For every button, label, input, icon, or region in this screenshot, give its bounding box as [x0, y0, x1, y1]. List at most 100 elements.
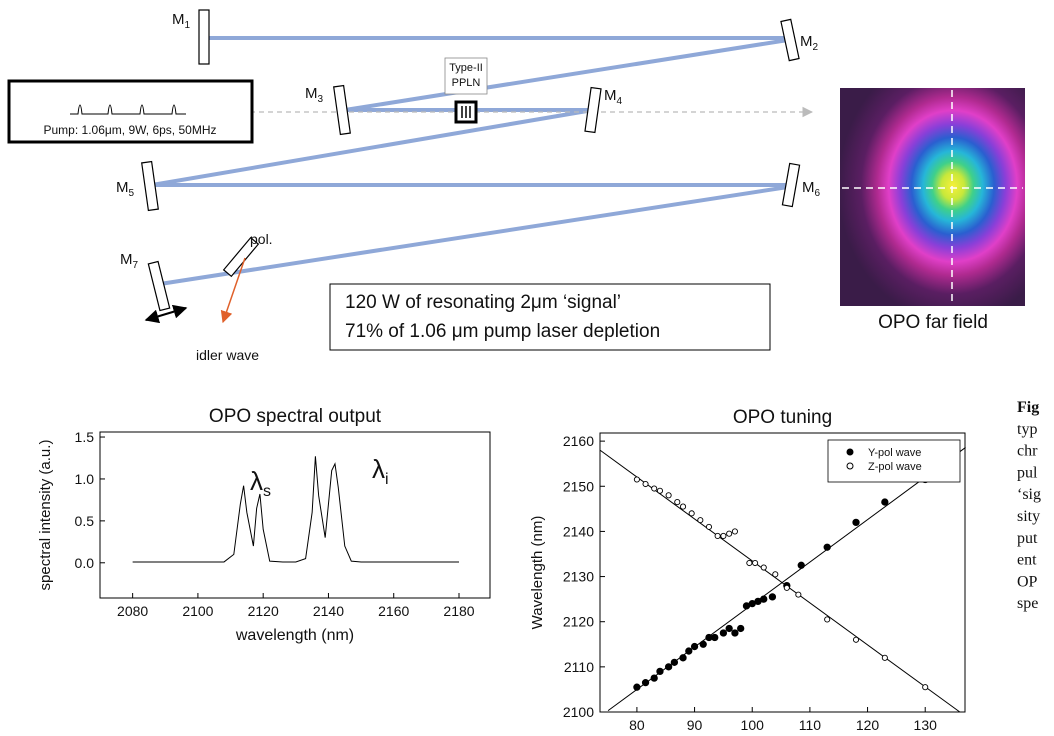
data-point [666, 493, 671, 498]
y-axis-label: Wavelength (nm) [529, 516, 546, 630]
data-point [737, 625, 743, 631]
mirror-letter: M [305, 85, 318, 102]
data-point [651, 675, 657, 681]
data-point [824, 544, 830, 550]
pump-label: Pump: 1.06μm, 9W, 6ps, 50MHz [44, 123, 217, 137]
data-point [773, 572, 778, 577]
y-tick-label: 0.5 [75, 513, 95, 529]
data-point [798, 562, 804, 568]
y-tick-label: 1.0 [75, 471, 95, 487]
x-tick-label: 80 [629, 717, 645, 733]
mirror-label: M7 [120, 251, 139, 271]
x-tick-label: 120 [856, 717, 880, 733]
caption-text: sity [1017, 508, 1040, 525]
data-point [634, 684, 640, 690]
data-point [712, 634, 718, 640]
x-tick-label: 2180 [443, 603, 474, 619]
x-tick-label: 100 [741, 717, 765, 733]
mirror-letter: M [120, 251, 133, 268]
data-point [721, 533, 726, 538]
mirror-index: 4 [617, 96, 623, 107]
mirror-letter: M [116, 179, 129, 196]
data-point [882, 499, 888, 505]
caption-text: Fig [1017, 399, 1039, 416]
y-tick-label: 2140 [563, 523, 594, 539]
data-point [657, 668, 663, 674]
mirror-index: 2 [813, 42, 819, 53]
data-point [691, 643, 697, 649]
x-tick-label: 2140 [313, 603, 344, 619]
data-point [680, 655, 686, 661]
x-tick-label: 90 [687, 717, 703, 733]
annotation: λi [372, 454, 389, 488]
x-tick-label: 110 [799, 717, 822, 733]
data-point [784, 585, 789, 590]
x-axis-label: wavelength (nm) [235, 627, 354, 644]
mirror-index: 7 [133, 260, 139, 271]
data-point [706, 524, 711, 529]
data-point [689, 511, 694, 516]
data-point [700, 641, 706, 647]
data-point [853, 637, 858, 642]
data-point [652, 486, 657, 491]
data-point [634, 477, 639, 482]
caption-text: spe [1017, 595, 1038, 612]
mirror-label: M4 [604, 87, 623, 107]
data-point [720, 630, 726, 636]
caption-text: typ [1017, 421, 1037, 438]
data-point [698, 518, 703, 523]
data-point [825, 617, 830, 622]
result-line: 120 W of resonating 2μm ‘signal’ [345, 292, 621, 313]
data-point [686, 648, 692, 654]
mirror-letter: M [800, 33, 813, 50]
mirror-index: 1 [185, 20, 191, 31]
mirror-label: M6 [802, 179, 821, 199]
translation-arrow [146, 308, 186, 320]
mirror-label: M5 [116, 179, 135, 199]
data-point [726, 625, 732, 631]
legend-marker [847, 449, 853, 455]
y-tick-label: 0.0 [75, 555, 95, 571]
y-tick-label: 2100 [563, 704, 594, 720]
legend-marker [847, 463, 853, 469]
data-point [853, 519, 859, 525]
caption-text: pul [1017, 464, 1038, 481]
mirror-label: M1 [172, 11, 191, 31]
data-point [643, 481, 648, 486]
caption-text: ‘sig [1017, 486, 1041, 503]
y-axis-label: spectral intensity (a.u.) [37, 440, 54, 591]
crystal-label: PPLN [452, 77, 481, 89]
result-line: 71% of 1.06 μm pump laser depletion [345, 321, 660, 342]
far-field-label: OPO far field [878, 312, 988, 333]
y-tick-label: 2130 [563, 569, 594, 585]
mirror-index: 3 [318, 94, 324, 105]
data-point [747, 560, 752, 565]
data-point [642, 679, 648, 685]
mirror-label: M3 [305, 85, 324, 105]
y-tick-label: 2120 [563, 614, 594, 630]
y-tick-label: 2110 [564, 659, 594, 675]
annotation: λs [250, 466, 271, 500]
y-tick-label: 2160 [563, 433, 594, 449]
mirror-index: 6 [815, 188, 821, 199]
page: Type-II PPLN Pump: 1.06μm, 9W, 6ps, 50MH… [0, 0, 1054, 736]
chart-title: OPO spectral output [209, 406, 382, 427]
caption-text: chr [1017, 443, 1038, 460]
data-point [665, 664, 671, 670]
x-tick-label: 2100 [182, 603, 213, 619]
legend-label: Y-pol wave [868, 447, 921, 459]
x-tick-label: 130 [914, 717, 938, 733]
crystal-label: Type-II [449, 62, 483, 74]
data-point [675, 499, 680, 504]
chart-title: OPO tuning [733, 407, 832, 428]
data-point [769, 594, 775, 600]
figure: Type-II PPLN Pump: 1.06μm, 9W, 6ps, 50MH… [0, 0, 1054, 736]
data-point [796, 592, 801, 597]
x-tick-label: 2160 [378, 603, 409, 619]
caption-text: ent [1017, 552, 1037, 569]
y-tick-label: 1.5 [75, 429, 95, 445]
caption-text: put [1017, 530, 1038, 547]
mirror-letter: M [172, 11, 185, 28]
x-tick-label: 2120 [248, 603, 279, 619]
data-point [882, 655, 887, 660]
